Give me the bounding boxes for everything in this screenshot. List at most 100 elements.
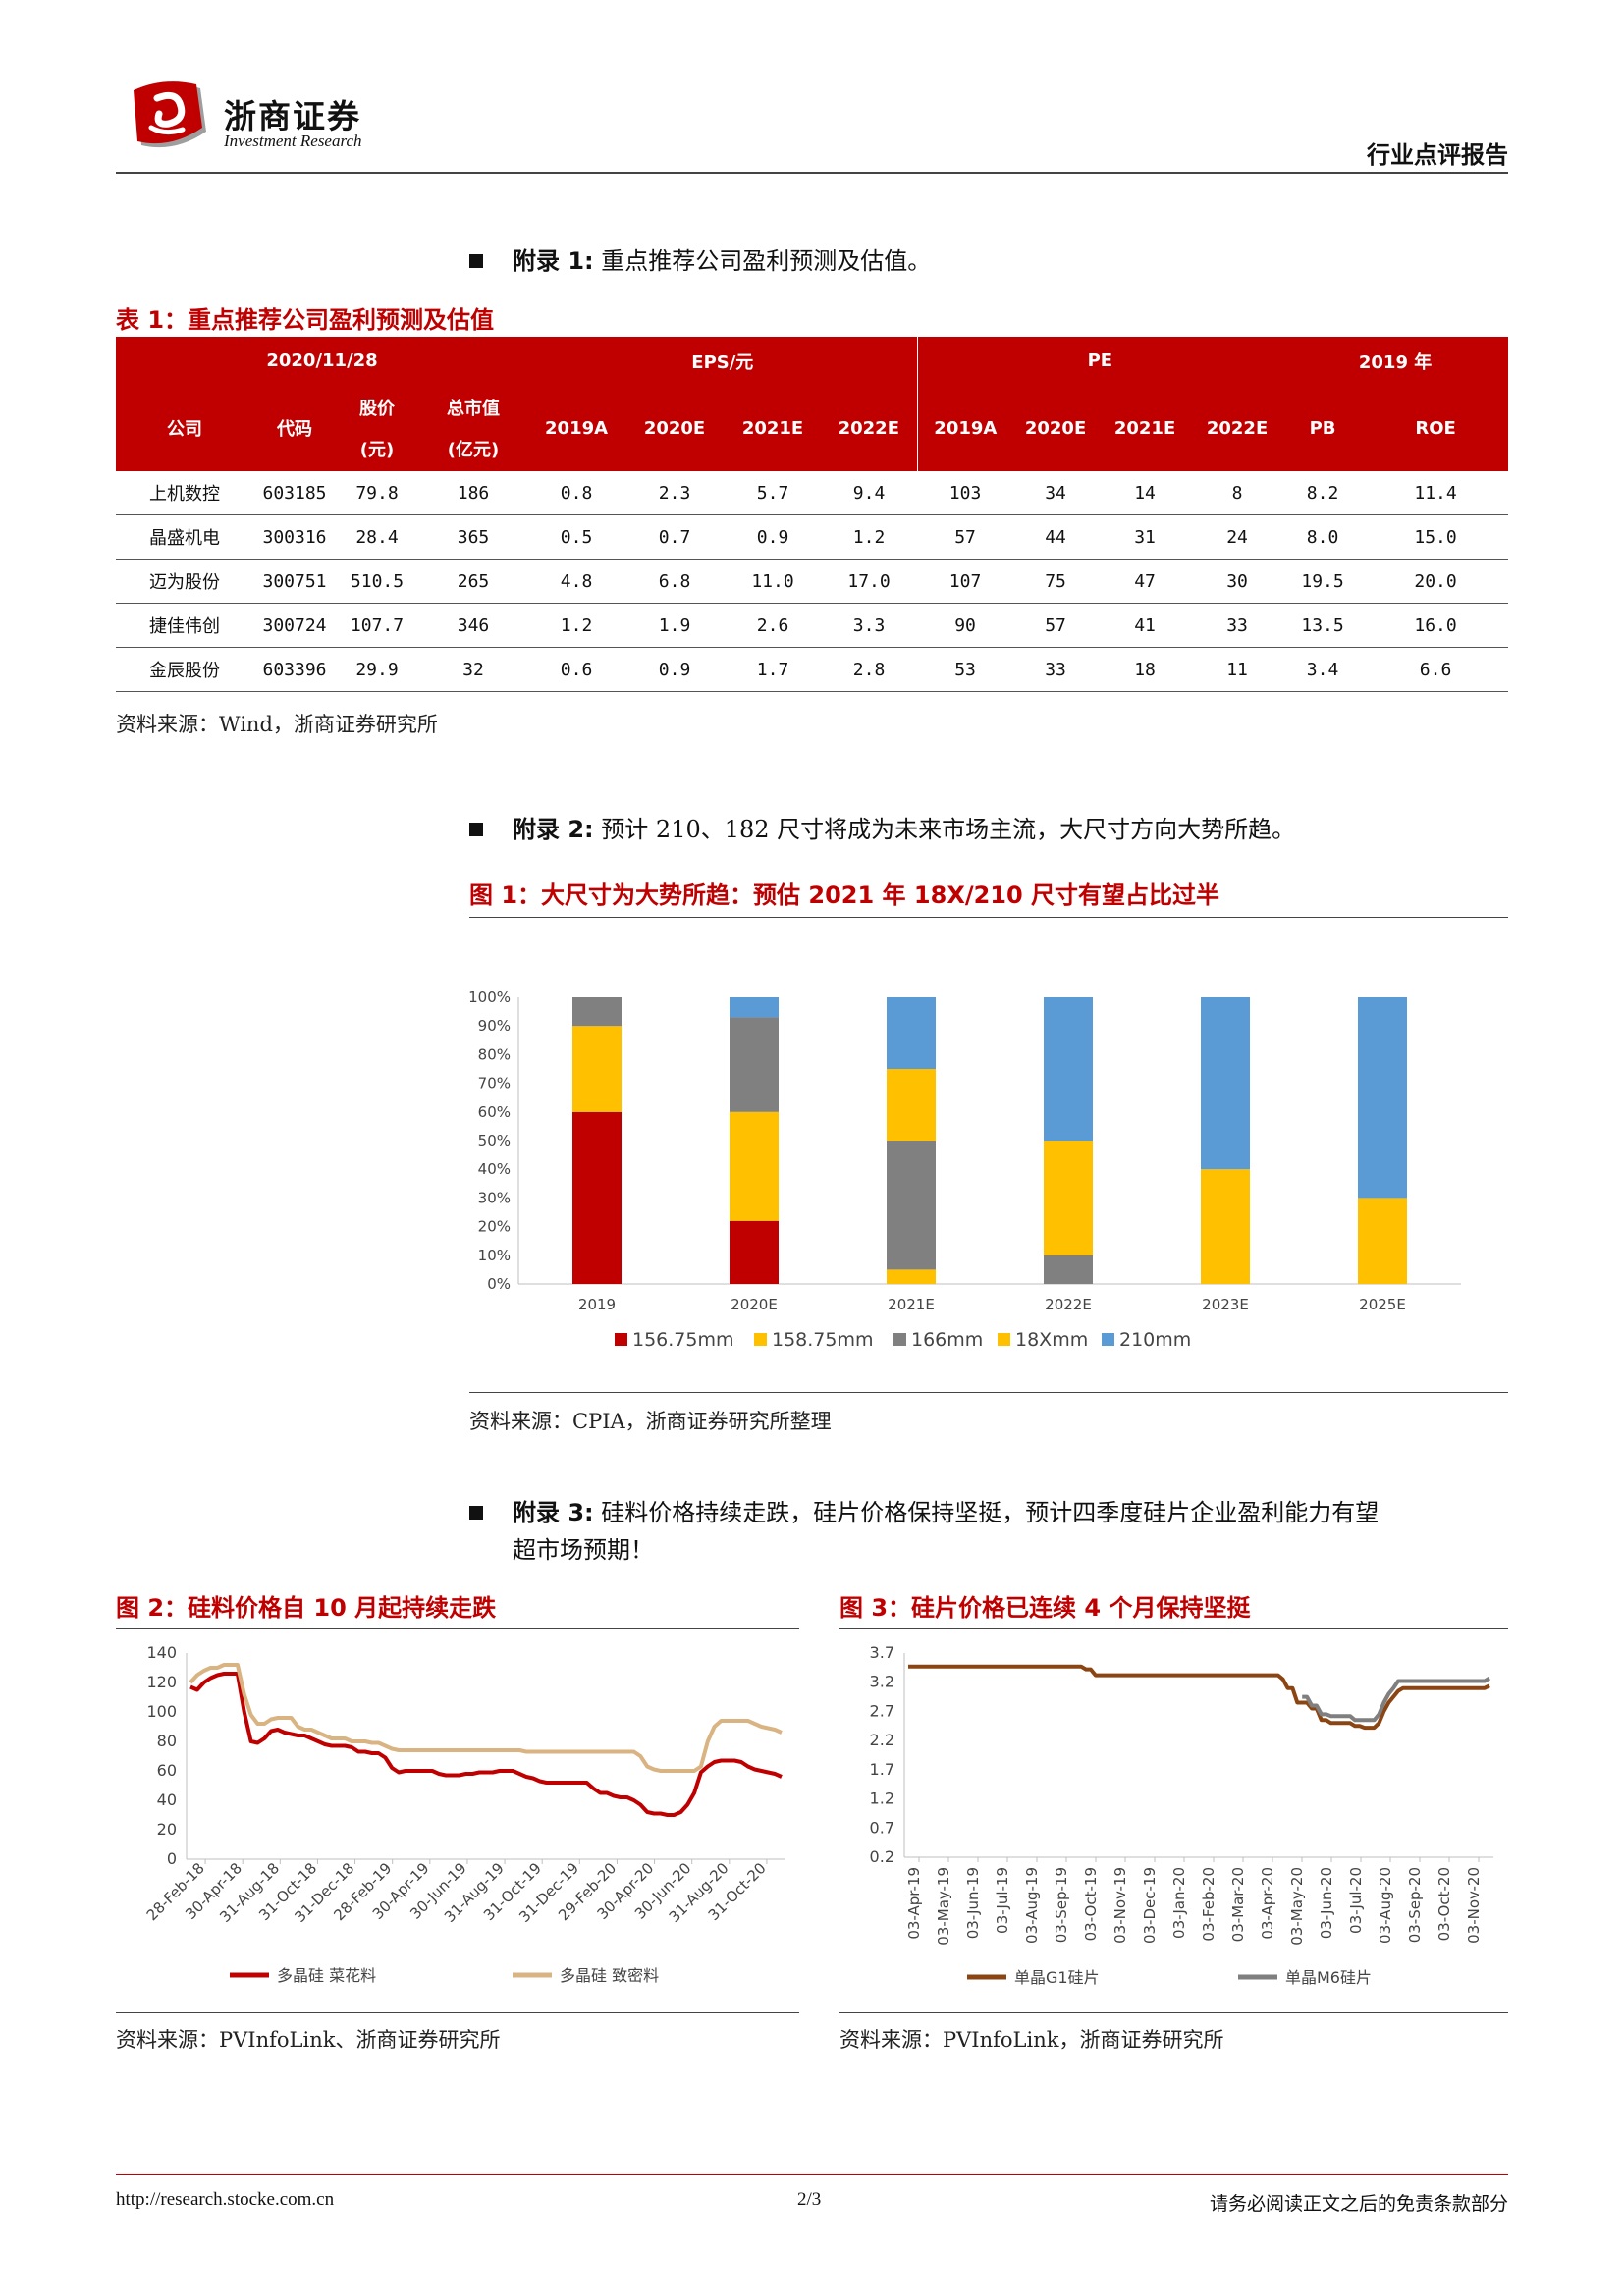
table-cell: 603396 [253,647,336,692]
y-tick-label: 40 [157,1790,177,1809]
table-cell: 0.9 [725,514,822,560]
table-cell: 107 [917,559,1014,604]
col-code: 代码 [253,385,336,471]
bar-segment [1044,997,1093,1141]
table-cell: 300316 [253,514,336,560]
table-cell: 603185 [253,471,336,515]
table-cell: 0.8 [528,471,625,515]
bar-segment [572,1111,622,1284]
bullet-square-icon [469,1505,483,1520]
col-company: 公司 [116,385,253,471]
appendix-1-text: 重点推荐公司盈利预测及估值。 [601,247,932,275]
table-cell: 28.4 [336,514,418,560]
bar-segment [1201,1169,1250,1284]
appendix-3-text-cont: 超市场预期！ [513,1536,654,1564]
earnings-forecast-table: 2020/11/28 EPS/元 PE 2019 年 公司 代码 股价 (元) 总… [116,337,1509,692]
table-1-caption: 表 1：重点推荐公司盈利预测及估值 [116,306,495,334]
bar-segment [730,1220,779,1284]
legend-label: 18Xmm [1015,1329,1088,1351]
figure-2-top-rule [116,1628,799,1629]
bar-segment [1358,997,1407,1199]
table-cell: 34 [1013,471,1099,515]
figure-1-top-rule [469,917,1508,918]
legend-label: 多晶硅 菜花料 [277,1966,376,1985]
table-cell: 6.8 [624,559,726,604]
header-pe: PE [916,337,1283,385]
x-tick-label: 03-Sep-19 [1053,1867,1070,1943]
table-cell: 15.0 [1363,514,1509,560]
figure-2-caption: 图 2：硅料价格自 10 月起持续走跌 [116,1594,497,1622]
x-tick-label: 03-Nov-19 [1111,1867,1129,1944]
table-cell: 3.4 [1282,647,1364,692]
x-tick-label: 03-Aug-20 [1377,1867,1394,1944]
y-tick-label: 120 [146,1673,177,1691]
bar-segment [572,1026,622,1112]
y-tick-label: 80% [478,1045,511,1063]
table-cell: 6.6 [1363,647,1509,692]
figure-2-bottom-rule [116,2012,799,2013]
y-tick-label: 3.2 [870,1673,894,1691]
table-cell: 19.5 [1282,559,1364,604]
table-cell: 11 [1192,647,1283,692]
figure-1-caption: 图 1：大尺寸为大势所趋：预估 2021 年 18X/210 尺寸有望占比过半 [469,881,1220,909]
col-eps-2021e: 2021E [725,385,822,471]
table-cell: 0.5 [528,514,625,560]
legend-label: 166mm [911,1329,983,1351]
table-header-column-row: 公司 代码 股价 (元) 总市值 (亿元) 2019A 2020E 2021E 20… [116,385,1509,471]
table-cell: 53 [917,647,1014,692]
figure-3-source: 资料来源：PVInfoLink，浙商证券研究所 [839,2028,1224,2052]
col-eps-2022e: 2022E [821,385,918,471]
table-cell: 29.9 [336,647,418,692]
footer-url-link[interactable]: http://research.stocke.com.cn [116,2189,335,2210]
y-tick-label: 70% [478,1075,511,1093]
y-tick-label: 100 [146,1702,177,1721]
y-tick-label: 0% [487,1275,511,1293]
company-name-cell: 迈为股份 [116,559,253,604]
y-tick-label: 20% [478,1218,511,1236]
company-name-cell: 捷佳伟创 [116,603,253,648]
table-cell: 44 [1013,514,1099,560]
col-pe-2019a: 2019A [916,385,1014,471]
bar-segment [730,1017,779,1112]
x-tick-label: 2022E [1045,1296,1092,1313]
table-cell: 20.0 [1363,559,1509,604]
legend-label: 单晶G1硅片 [1014,1968,1100,1987]
table-cell: 79.8 [336,471,418,515]
legend-swatch [998,1333,1010,1346]
y-tick-label: 30% [478,1189,511,1206]
table-cell: 1.9 [624,603,726,648]
bar-segment [572,997,622,1027]
table-cell: 346 [418,603,529,648]
col-pb: PB [1282,385,1364,471]
header-eps: EPS/元 [528,337,918,385]
y-tick-label: 1.7 [870,1760,894,1779]
appendix-3-text: 硅料价格持续走跌，硅片价格保持坚挺，预计四季度硅片企业盈利能力有望 [601,1499,1380,1526]
figure-3-bottom-rule [839,2012,1508,2013]
footer-disclaimer: 请务必阅读正文之后的免责条款部分 [1209,2193,1508,2215]
table-row: 金辰股份 603396 29.9 32 0.6 0.9 1.7 2.8 53 33 18 11 3.4 6… [116,647,1509,692]
legend-label: 158.75mm [772,1329,874,1351]
table-cell: 75 [1013,559,1099,604]
x-tick-label: 03-Aug-19 [1023,1867,1041,1944]
col-mktcap-label: 总市值 [447,399,501,419]
col-roe: ROE [1363,385,1509,471]
table-row: 捷佳伟创 300724 107.7 346 1.2 1.9 2.6 3.3 90 57 41 33 13… [116,603,1509,648]
y-tick-label: 50% [478,1132,511,1149]
col-eps-2019a: 2019A [528,385,625,471]
table-cell: 8.2 [1282,471,1364,515]
y-tick-label: 3.7 [870,1643,894,1662]
appendix-3-heading: 附录 3: 硅料价格持续走跌，硅片价格保持坚挺，预计四季度硅片企业盈利能力有望 [469,1494,1379,1531]
table-cell: 8.0 [1282,514,1364,560]
series-line [908,1664,1490,1731]
col-price-unit: (元) [359,440,395,460]
table-cell: 300724 [253,603,336,648]
bullet-square-icon [469,822,483,836]
table-cell: 365 [418,514,529,560]
polysilicon-price-chart: 02040608010012014028-Feb-1830-Apr-1831-A… [143,1643,785,1985]
table-cell: 186 [418,471,529,515]
bar-segment [730,1111,779,1221]
y-tick-label: 80 [157,1732,177,1750]
legend-swatch [615,1333,627,1346]
series-line [189,1672,783,1817]
x-tick-label: 03-Dec-19 [1141,1867,1159,1944]
